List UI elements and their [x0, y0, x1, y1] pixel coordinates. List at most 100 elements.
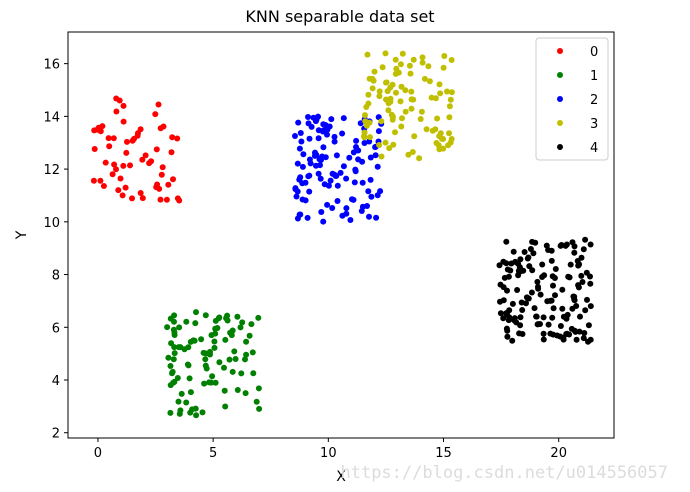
data-point-series-4 [509, 337, 516, 344]
data-point-series-3 [428, 94, 435, 101]
chart-title: KNN separable data set [245, 7, 434, 26]
data-point-series-2 [296, 145, 303, 152]
data-point-series-3 [446, 114, 453, 121]
data-point-series-0 [176, 197, 183, 204]
data-point-series-3 [376, 88, 383, 95]
data-point-series-0 [100, 183, 107, 189]
data-point-series-0 [159, 164, 166, 171]
data-point-series-4 [552, 292, 558, 299]
data-point-series-1 [171, 350, 178, 357]
data-point-series-4 [587, 241, 594, 248]
data-point-series-3 [385, 107, 392, 114]
data-point-series-0 [142, 152, 149, 159]
data-point-series-2 [292, 133, 298, 139]
data-point-series-1 [228, 332, 235, 339]
data-point-series-4 [527, 246, 534, 252]
data-point-series-4 [516, 268, 523, 275]
data-point-series-4 [514, 287, 521, 293]
data-point-series-1 [242, 390, 249, 397]
data-point-series-3 [418, 108, 425, 115]
data-point-series-4 [519, 307, 526, 313]
data-point-series-0 [91, 146, 98, 152]
data-point-series-0 [110, 135, 117, 142]
data-point-series-2 [300, 151, 307, 158]
data-point-series-3 [399, 50, 406, 57]
data-point-series-1 [239, 319, 246, 326]
data-point-series-1 [234, 387, 241, 393]
data-point-series-2 [340, 163, 347, 170]
data-point-series-1 [165, 354, 172, 361]
data-point-series-1 [193, 309, 199, 316]
data-point-series-4 [557, 242, 564, 249]
data-point-series-4 [503, 238, 510, 245]
data-point-series-3 [410, 56, 417, 63]
data-point-series-4 [521, 249, 528, 255]
data-point-series-1 [174, 375, 181, 381]
data-point-series-3 [376, 93, 383, 100]
y-axis: 2 4 6 8 10 12 14 16 [43, 58, 68, 442]
data-point-series-1 [187, 389, 194, 396]
data-point-series-2 [367, 154, 374, 161]
data-point-series-1 [171, 344, 178, 351]
data-point-series-3 [362, 112, 368, 119]
data-point-series-3 [402, 87, 409, 94]
data-point-series-1 [231, 348, 238, 355]
data-point-series-0 [139, 156, 146, 163]
data-point-series-2 [325, 182, 332, 189]
data-point-series-0 [120, 102, 127, 109]
data-point-series-3 [365, 100, 372, 107]
data-point-series-2 [373, 214, 380, 221]
data-point-series-0 [154, 181, 161, 188]
data-point-series-2 [368, 193, 375, 200]
x-tick-label: 20 [550, 446, 567, 461]
data-point-series-1 [169, 370, 175, 377]
data-point-series-3 [385, 100, 392, 107]
data-point-series-4 [581, 330, 588, 336]
data-point-series-0 [109, 171, 116, 178]
data-point-series-4 [504, 266, 511, 273]
data-point-series-1 [221, 364, 227, 371]
data-point-series-4 [567, 261, 574, 268]
data-point-series-0 [165, 181, 172, 188]
data-point-series-4 [534, 278, 541, 285]
data-point-series-4 [523, 294, 530, 301]
data-point-series-1 [186, 375, 193, 382]
data-point-series-1 [209, 373, 216, 380]
data-point-series-1 [202, 312, 209, 319]
data-point-series-0 [169, 134, 176, 141]
data-point-series-2 [298, 138, 305, 145]
data-point-series-1 [189, 406, 196, 413]
data-point-series-4 [539, 261, 546, 268]
data-point-series-4 [584, 296, 590, 303]
data-point-series-1 [256, 405, 263, 412]
data-point-series-2 [359, 179, 366, 186]
data-point-series-2 [312, 118, 319, 125]
data-point-series-2 [297, 130, 304, 136]
data-point-series-1 [212, 317, 219, 324]
data-point-series-1 [201, 380, 208, 387]
data-point-series-2 [324, 131, 330, 138]
data-point-series-3 [393, 65, 400, 72]
data-point-series-3 [411, 133, 418, 140]
data-point-series-3 [421, 75, 428, 82]
data-point-series-2 [343, 175, 350, 182]
data-point-series-1 [249, 349, 256, 356]
data-point-series-1 [177, 407, 184, 414]
data-point-series-1 [176, 324, 183, 331]
data-point-series-2 [320, 144, 327, 151]
data-point-series-4 [510, 248, 517, 255]
data-point-series-4 [560, 334, 567, 341]
data-point-series-0 [124, 138, 130, 145]
data-point-series-0 [120, 118, 127, 125]
data-point-series-3 [382, 139, 389, 146]
data-point-series-4 [516, 330, 523, 337]
data-point-series-0 [106, 143, 113, 150]
data-point-series-1 [237, 324, 244, 331]
data-point-series-4 [577, 313, 583, 320]
data-point-series-4 [504, 287, 510, 294]
data-point-series-1 [232, 356, 239, 362]
data-point-series-4 [552, 266, 559, 272]
data-point-series-4 [587, 280, 594, 287]
data-point-series-4 [568, 325, 575, 332]
data-point-series-4 [549, 273, 556, 280]
